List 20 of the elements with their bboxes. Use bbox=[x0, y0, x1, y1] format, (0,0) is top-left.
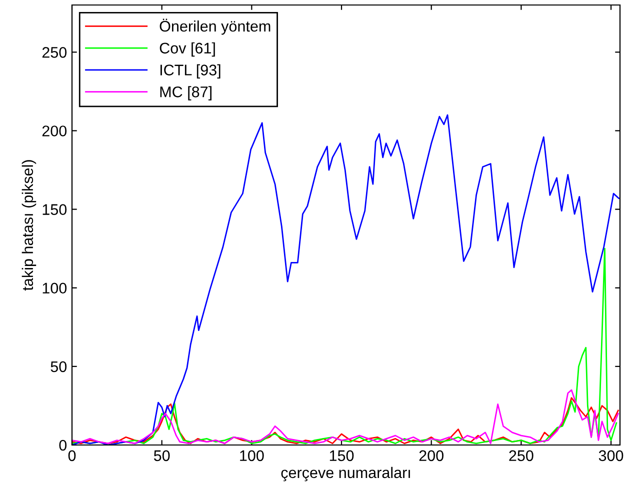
line-series bbox=[72, 248, 618, 445]
x-tick-label: 100 bbox=[240, 450, 264, 462]
y-axis-title: takip hatası (piksel) bbox=[22, 160, 36, 291]
x-tick-label: 200 bbox=[419, 450, 444, 462]
x-tick-label: 0 bbox=[68, 450, 76, 462]
y-tick-label: 150 bbox=[42, 204, 67, 215]
y-tick-label: 100 bbox=[42, 282, 67, 294]
legend-label: Önerilen yöntem bbox=[160, 18, 270, 35]
y-tick-label: 50 bbox=[50, 361, 67, 372]
x-tick-label: 300 bbox=[598, 450, 624, 462]
y-tick-label: 250 bbox=[42, 47, 67, 58]
x-tick-label: 250 bbox=[509, 450, 534, 462]
legend-label: MC [87] bbox=[160, 86, 212, 100]
x-axis-title: çerçeve numaraları bbox=[281, 466, 410, 482]
x-tick-label: 50 bbox=[154, 450, 170, 462]
x-tick-label: 150 bbox=[330, 450, 354, 462]
legend-label: Cov [61] bbox=[160, 42, 215, 57]
legend-label: ICTL [93] bbox=[160, 64, 220, 78]
y-tick-label: 200 bbox=[42, 126, 67, 136]
y-tick-label: 0 bbox=[59, 440, 67, 451]
